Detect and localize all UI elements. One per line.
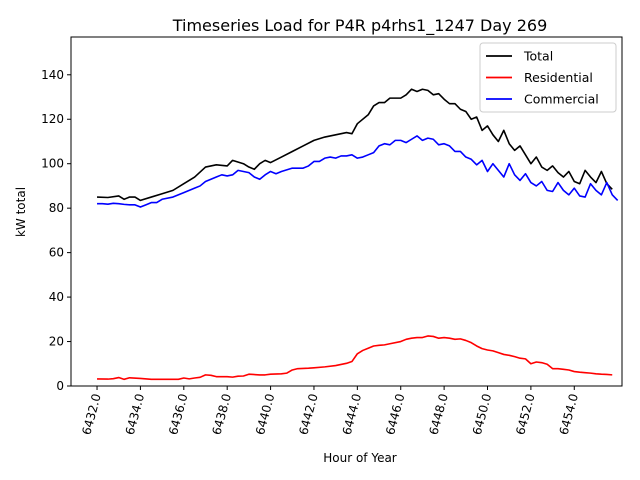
x-tick-label: 6448.0 [426, 392, 450, 436]
x-tick-label: 6454.0 [557, 392, 581, 436]
y-tick-label: 140 [41, 68, 64, 82]
series-line-commercial [97, 135, 619, 208]
y-tick-label: 0 [56, 379, 64, 393]
legend-label-residential: Residential [524, 70, 593, 85]
x-tick-label: 6436.0 [166, 392, 190, 436]
x-tick-label: 6432.0 [79, 392, 103, 436]
legend-label-commercial: Commercial [524, 92, 599, 107]
y-tick-label: 40 [49, 290, 64, 304]
y-axis: 0 20 40 60 80 100 120 140 [41, 68, 71, 393]
plot-frame [70, 36, 623, 387]
y-tick-label: 20 [49, 335, 64, 349]
y-tick-label: 100 [41, 157, 64, 171]
y-tick-label: 120 [41, 112, 64, 126]
x-tick-label: 6444.0 [340, 392, 364, 436]
y-tick-label: 80 [49, 201, 64, 215]
x-tick-label: 6442.0 [296, 392, 320, 436]
x-tick-label: 6446.0 [383, 392, 407, 436]
legend-label-total: Total [523, 49, 553, 64]
series-line-total [96, 88, 613, 202]
x-tick-label: 6452.0 [513, 392, 537, 436]
x-axis: 6432.0 6434.0 6436.0 6438.0 6440.0 6442.0 6444… [79, 386, 581, 436]
legend-box [479, 42, 617, 113]
chart-title: Timeseries Load for P4R p4rhs1_1247 Day … [172, 16, 548, 36]
y-tick-label: 60 [49, 246, 64, 260]
series-line-residential [97, 335, 613, 381]
x-tick-label: 6434.0 [123, 392, 147, 436]
x-tick-label: 6438.0 [210, 392, 234, 436]
x-tick-label: 6450.0 [470, 392, 494, 436]
y-axis-label: kW total [14, 187, 28, 237]
x-axis-label: Hour of Year [323, 451, 397, 465]
legend: Total Residential Commercial [479, 42, 617, 113]
x-tick-label: 6440.0 [253, 392, 277, 436]
